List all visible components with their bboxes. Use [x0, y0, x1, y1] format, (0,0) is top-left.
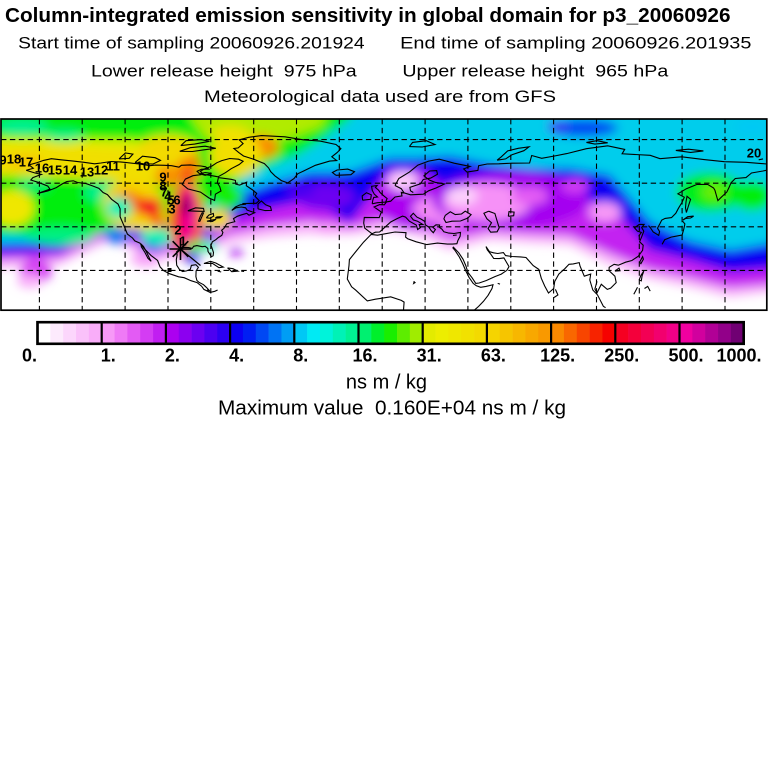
svg-text:13: 13	[80, 165, 94, 180]
svg-text:5: 5	[167, 193, 174, 208]
svg-text:11: 11	[106, 159, 120, 174]
svg-text:10: 10	[136, 159, 150, 174]
svg-text:1.: 1.	[101, 346, 116, 366]
svg-text:16.: 16.	[352, 346, 377, 366]
svg-text:1000.: 1000.	[716, 346, 761, 366]
svg-text:14: 14	[63, 163, 78, 178]
svg-text:7: 7	[160, 185, 167, 200]
svg-text:0.: 0.	[22, 346, 37, 366]
svg-text:2.: 2.	[165, 346, 180, 366]
svg-text:Maximum value 0.160E+04 ns m: Maximum value 0.160E+04 ns m / kg	[218, 397, 566, 419]
svg-text:Meteorological data used are f: Meteorological data used are from GFS	[204, 87, 556, 106]
svg-text:End time of sampling 20060926.: End time of sampling 20060926.201935	[400, 34, 751, 53]
svg-text:1: 1	[179, 234, 186, 249]
svg-text:2: 2	[174, 223, 181, 238]
svg-text:8.: 8.	[293, 346, 308, 366]
svg-text:9: 9	[0, 153, 7, 168]
svg-text:8: 8	[159, 179, 166, 194]
svg-text:250.: 250.	[604, 346, 639, 366]
svg-text:15: 15	[48, 163, 62, 178]
svg-text:6: 6	[173, 193, 180, 208]
svg-text:17: 17	[19, 155, 33, 170]
svg-text:Lower release height 975 hPa: Lower release height 975 hPa	[91, 62, 357, 81]
svg-text:Upper release height 965 hPa: Upper release height 965 hPa	[402, 62, 669, 81]
svg-text:Column-integrated emission sen: Column-integrated emission sensitivity i…	[5, 5, 731, 27]
svg-text:63.: 63.	[481, 346, 506, 366]
svg-text:12: 12	[94, 163, 108, 178]
svg-text:4.: 4.	[229, 346, 244, 366]
svg-text:4: 4	[164, 189, 172, 204]
svg-text:20: 20	[747, 146, 761, 161]
svg-text:18: 18	[7, 152, 21, 167]
svg-text:3: 3	[168, 202, 175, 217]
svg-text:500.: 500.	[668, 346, 703, 366]
svg-text:31.: 31.	[417, 346, 442, 366]
svg-text:Start time of sampling 2006092: Start time of sampling 20060926.201924	[18, 34, 364, 53]
svg-text:125.: 125.	[540, 346, 575, 366]
svg-text:ns m / kg: ns m / kg	[346, 371, 427, 393]
svg-text:9: 9	[159, 170, 166, 185]
svg-text:16: 16	[35, 161, 49, 176]
